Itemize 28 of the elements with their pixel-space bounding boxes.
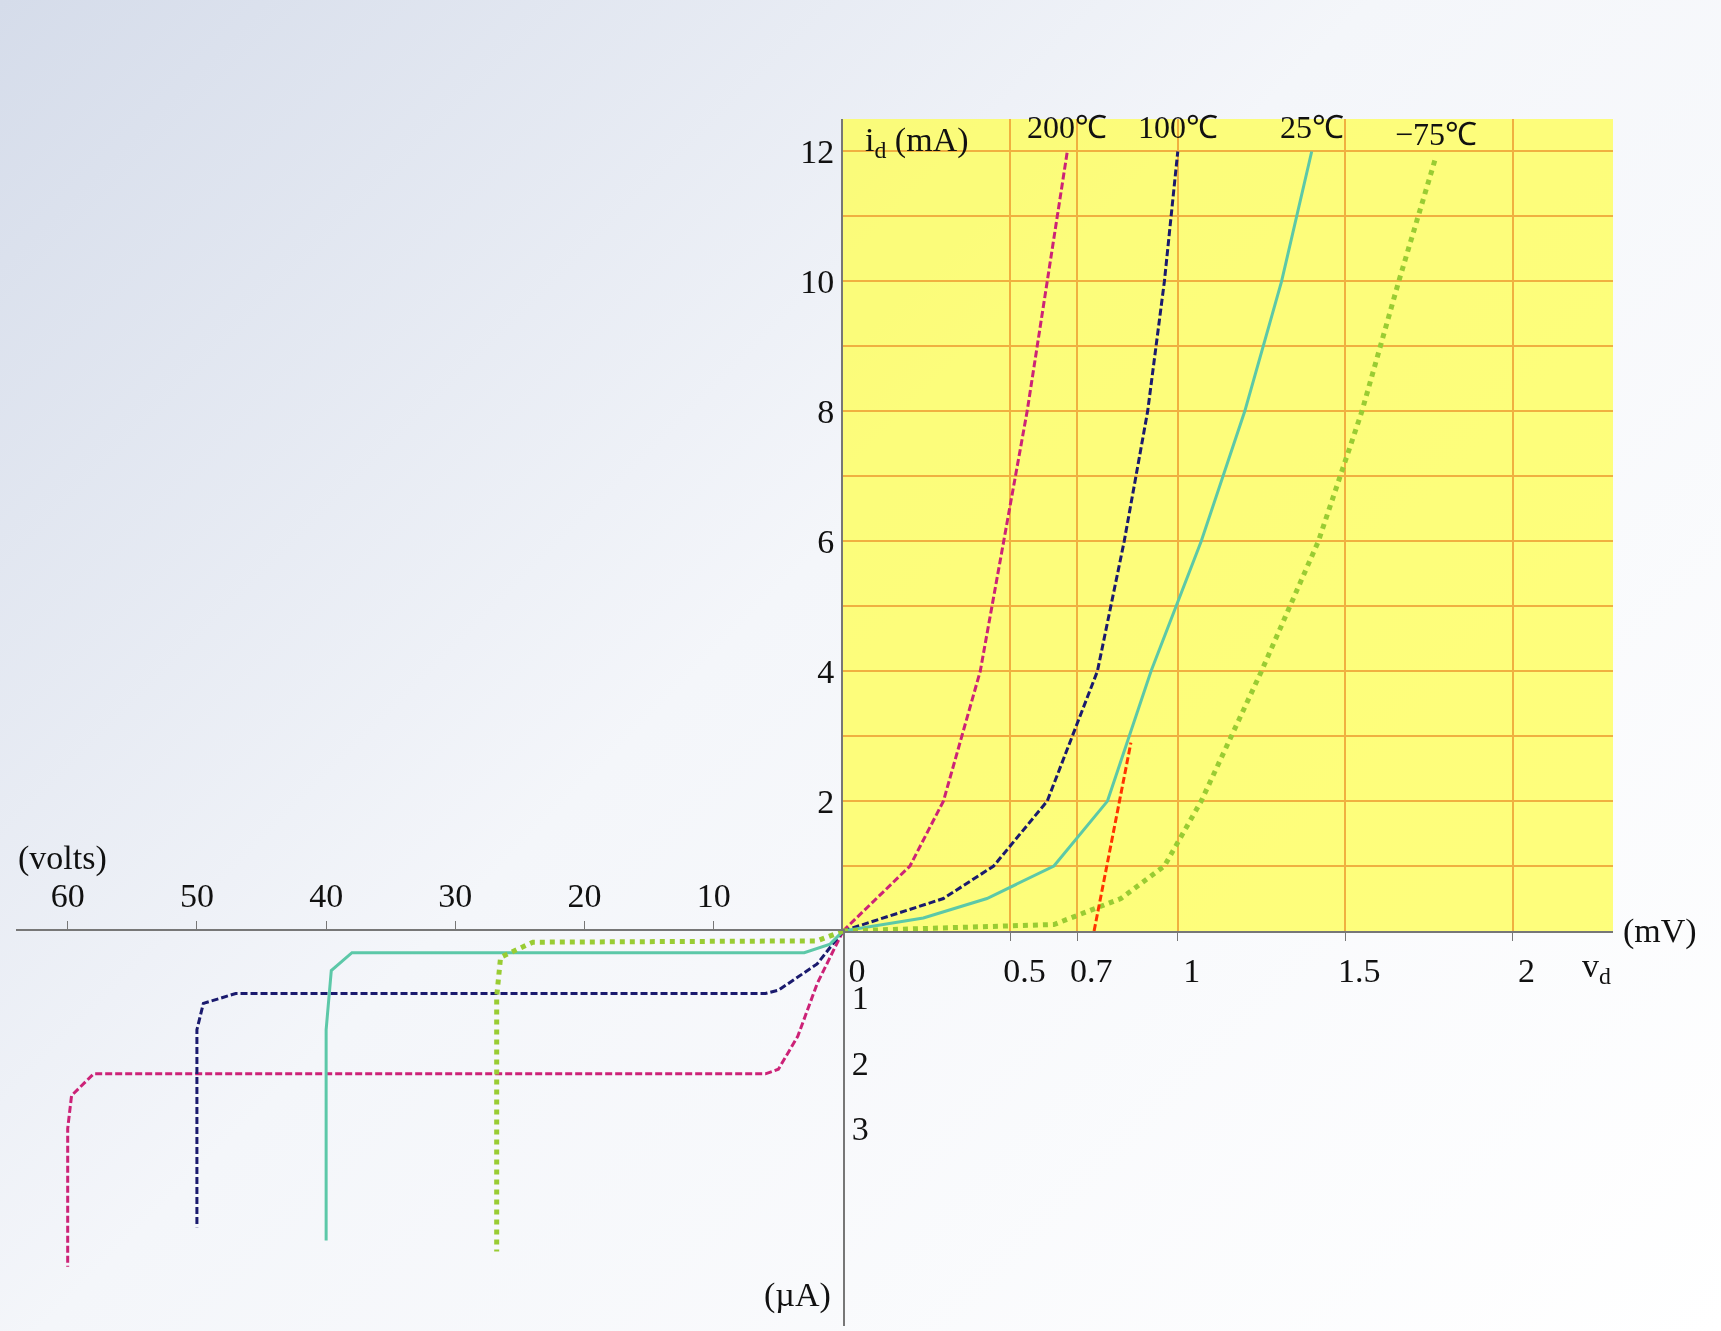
y-tick-label: 4 bbox=[817, 653, 835, 691]
x-axis-title: (volts) bbox=[18, 839, 107, 877]
x-tick-label: 20 bbox=[567, 877, 602, 915]
x-tick-label: 0.5 bbox=[1003, 951, 1046, 989]
series-label: 100℃ bbox=[1138, 109, 1218, 145]
y-tick-label: 2 bbox=[817, 782, 835, 820]
x-tick-label: 60 bbox=[50, 877, 85, 915]
x-tick-label: 30 bbox=[438, 877, 473, 915]
x-tick-label: 1.5 bbox=[1337, 951, 1381, 989]
y-axis-title: i$_{d}$ (mA) bbox=[865, 121, 969, 164]
x-axis-title: v$_{d}$ bbox=[1582, 947, 1611, 990]
y-axis-title: (µA) bbox=[764, 1276, 831, 1314]
x-tick-label: 40 bbox=[309, 877, 344, 915]
y-tick-label: 8 bbox=[817, 393, 835, 431]
x-tick-label: 2 bbox=[1518, 951, 1536, 989]
text: (mV) bbox=[1623, 912, 1697, 950]
series-label: 25℃ bbox=[1280, 109, 1344, 145]
x-tick-label: 1 bbox=[1183, 951, 1201, 989]
y-tick-label: 12 bbox=[800, 133, 835, 171]
series-label: −75℃ bbox=[1395, 116, 1478, 152]
x-tick-label: 50 bbox=[179, 877, 214, 915]
x-tick-label: 0.7 bbox=[1070, 951, 1113, 989]
series-label: 200℃ bbox=[1027, 109, 1107, 145]
y-tick-label: 10 bbox=[800, 263, 835, 301]
y-tick-label: 6 bbox=[817, 523, 835, 561]
y-tick-label: 2 bbox=[851, 1044, 869, 1082]
x-tick-label: 10 bbox=[696, 877, 731, 915]
y-tick-label: 3 bbox=[851, 1110, 869, 1148]
